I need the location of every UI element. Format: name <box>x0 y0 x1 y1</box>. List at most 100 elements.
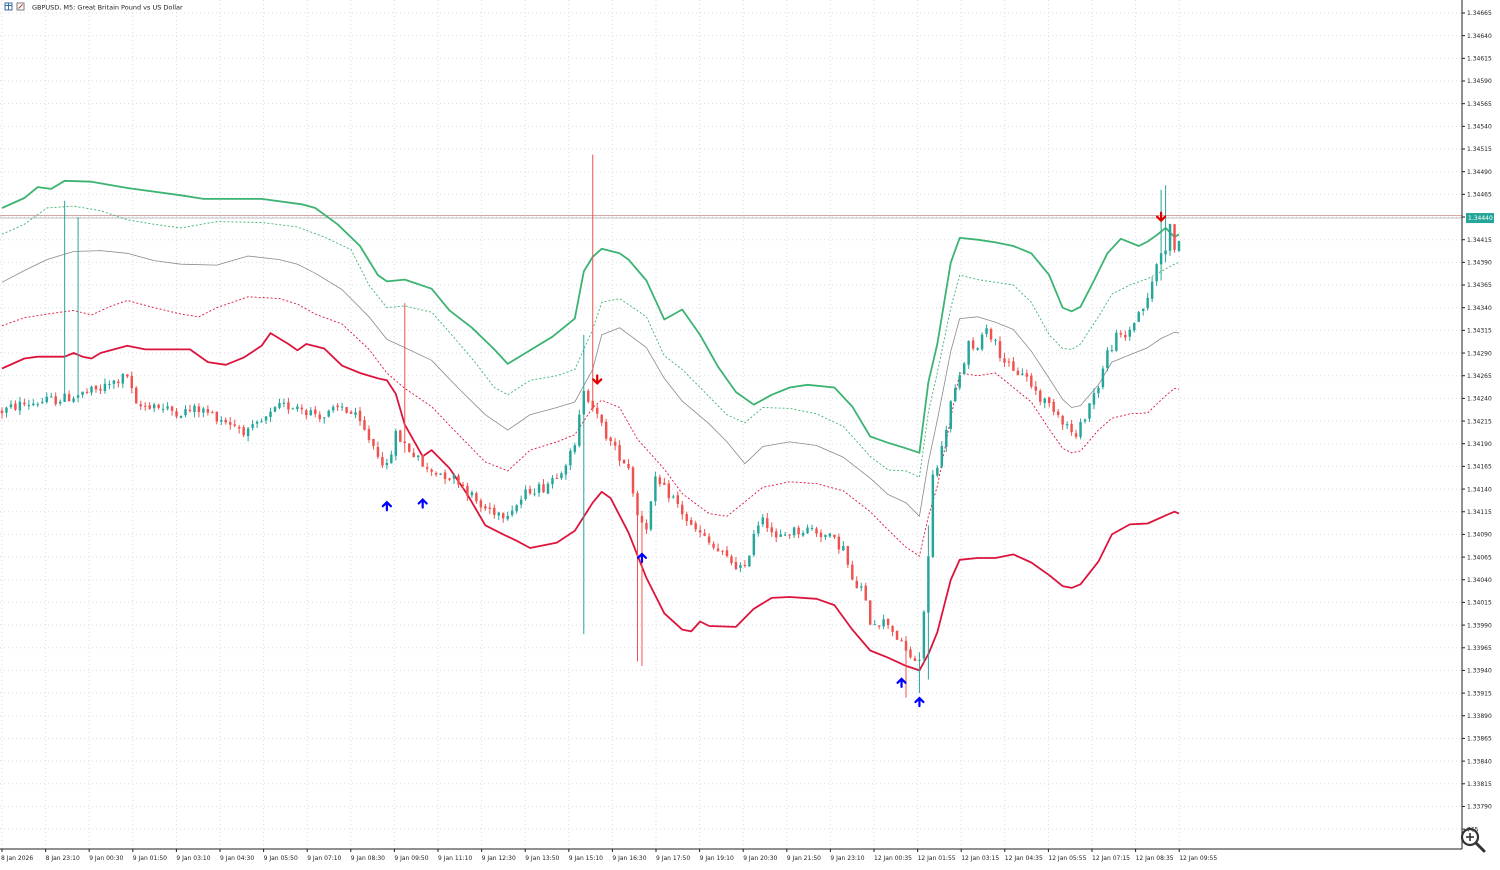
candle <box>891 625 894 637</box>
chart-properties-icon[interactable] <box>16 2 25 11</box>
x-tick-label: 9 Jan 17:50 <box>656 855 690 862</box>
candle <box>578 409 581 448</box>
candle-body <box>998 341 1002 359</box>
arrow-shape <box>914 696 925 708</box>
y-tick-label: 1.34315 <box>1467 328 1492 335</box>
candle-body <box>72 398 75 402</box>
candle <box>322 417 326 424</box>
candle-body <box>958 375 961 388</box>
candle-body <box>707 536 711 543</box>
candle-body <box>560 473 563 479</box>
y-tick-label: 1.34265 <box>1467 373 1492 380</box>
x-tick-label: 9 Jan 05:50 <box>264 855 298 862</box>
candle-body <box>1021 373 1024 375</box>
y-tick-label: 1.33965 <box>1467 645 1492 652</box>
candle-body <box>743 564 747 566</box>
candle-body <box>296 406 299 410</box>
candle <box>824 534 827 540</box>
candle <box>1061 414 1064 430</box>
candle <box>931 469 935 559</box>
magnifier-zoom-icon[interactable] <box>1457 824 1489 856</box>
x-tick-label: 9 Jan 03:10 <box>176 855 210 862</box>
candle <box>949 400 952 433</box>
candle <box>1047 396 1051 408</box>
candle <box>631 465 635 497</box>
x-tick-label: 12 Jan 07:15 <box>1092 855 1130 862</box>
candle-body <box>689 519 693 525</box>
candle <box>1074 429 1078 440</box>
candle-body <box>81 391 84 395</box>
candle <box>126 374 129 379</box>
candle-body <box>1159 253 1163 265</box>
candle-body <box>725 550 729 557</box>
candle-body <box>676 495 679 504</box>
candle-body <box>421 455 424 467</box>
candle-body <box>170 406 174 411</box>
candle-body <box>45 396 48 403</box>
y-tick-label: 1.34190 <box>1467 441 1492 448</box>
candle <box>1159 189 1163 281</box>
candle <box>1137 310 1140 322</box>
candle <box>958 371 961 391</box>
candle-body <box>466 485 469 496</box>
candle-body <box>1043 398 1046 404</box>
candle-body <box>672 496 675 498</box>
candle-body <box>403 441 407 443</box>
candle-body <box>578 414 581 446</box>
candle <box>971 337 975 351</box>
y-tick-label: 1.34665 <box>1467 10 1492 17</box>
candle-body <box>873 624 876 626</box>
indicator-line-2 <box>1 250 1180 517</box>
candle-body <box>716 548 720 552</box>
candle <box>1052 398 1055 416</box>
candle <box>1065 421 1069 430</box>
candle <box>434 471 438 477</box>
candle <box>998 336 1002 362</box>
candle-body <box>1115 332 1118 351</box>
candle <box>416 455 420 461</box>
candle-body <box>1177 241 1181 252</box>
candle <box>58 399 62 406</box>
candle <box>640 510 644 666</box>
candle-body <box>152 404 156 409</box>
candle-body <box>202 408 205 413</box>
candle <box>1007 358 1011 367</box>
candle-body <box>32 403 35 406</box>
candle <box>1115 329 1118 352</box>
x-tick-label: 9 Jan 21:50 <box>787 855 821 862</box>
candle <box>1119 330 1123 338</box>
candle <box>206 405 210 416</box>
candle <box>41 397 44 405</box>
candle-body <box>148 405 151 409</box>
candle-body <box>255 421 259 424</box>
candle <box>1030 373 1033 389</box>
candle-body <box>985 328 988 334</box>
candle-body <box>305 410 308 416</box>
candle <box>1124 330 1127 341</box>
candle <box>202 406 205 418</box>
candle-body <box>649 501 653 530</box>
candle <box>1088 403 1091 422</box>
candle-body <box>954 388 957 402</box>
candle-body <box>587 390 590 402</box>
candle <box>197 403 201 418</box>
y-tick-label: 1.34290 <box>1467 350 1492 357</box>
candle <box>345 406 348 414</box>
candle <box>412 448 415 458</box>
candle <box>1164 185 1167 263</box>
candle <box>148 402 151 410</box>
candle-body <box>197 406 201 412</box>
candle <box>121 372 125 388</box>
candle-body <box>828 533 832 537</box>
candle-body <box>721 550 724 552</box>
candle-body <box>524 489 527 500</box>
y-tick-label: 1.34640 <box>1467 33 1492 40</box>
candle <box>707 533 711 545</box>
candle <box>282 398 286 408</box>
candle <box>475 491 478 504</box>
candle <box>1173 224 1176 253</box>
candle <box>229 416 232 430</box>
candle-body <box>27 404 31 406</box>
